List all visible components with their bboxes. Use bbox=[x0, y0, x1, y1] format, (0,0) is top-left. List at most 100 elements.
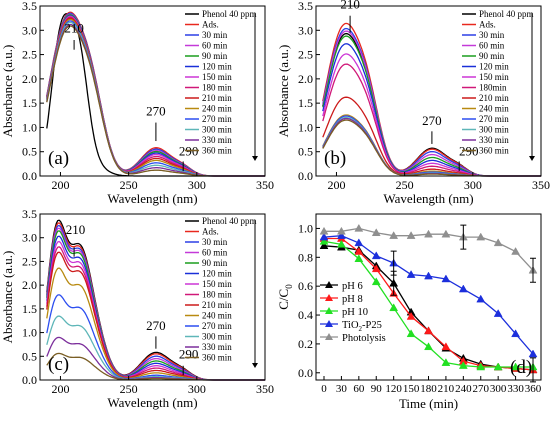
y-tick-label: 0.5 bbox=[298, 145, 313, 159]
legend-label: 300 min bbox=[202, 332, 232, 342]
error-bar bbox=[390, 270, 397, 296]
y-tick-label: 2.5 bbox=[22, 48, 37, 62]
legend-label: Photolysis bbox=[342, 333, 386, 344]
panel-b: 200 250 300 350 0.0 0.5 1.0 1.5 2.0 2.5 3.0 3.5 Wave… bbox=[276, 0, 550, 206]
data-point bbox=[458, 284, 468, 293]
x-tick-label: 240 bbox=[455, 383, 472, 395]
x-tick-label: 200 bbox=[51, 382, 69, 396]
data-point bbox=[441, 342, 451, 351]
x-tick-label: 150 bbox=[403, 383, 420, 395]
legend-label: 90 min bbox=[202, 258, 228, 268]
y-tick-label: 1.0 bbox=[22, 326, 37, 340]
legend-marker bbox=[325, 281, 333, 288]
legend-label: 150 min bbox=[479, 72, 509, 82]
y-tick-label: 1.0 bbox=[298, 120, 313, 134]
legend-label: 210 min bbox=[202, 93, 232, 103]
x-axis-label: Wavelength (nm) bbox=[107, 191, 197, 206]
x-tick-label: 0 bbox=[321, 383, 327, 395]
y-tick-label: 1.5 bbox=[298, 96, 313, 110]
legend-marker bbox=[325, 320, 333, 327]
panel-label: (d) bbox=[510, 357, 532, 378]
y-tick-label: 0.0 bbox=[298, 366, 313, 380]
x-tick-label: 90 bbox=[371, 383, 383, 395]
legend-label: 180 min bbox=[202, 290, 232, 300]
legend-label: 60 min bbox=[202, 41, 228, 51]
legend-label: Phenol 40 ppm bbox=[202, 9, 257, 19]
legend-label: 90 min bbox=[479, 51, 505, 61]
legend-marker bbox=[325, 294, 333, 301]
panel-label: (c) bbox=[48, 354, 69, 375]
legend-label: 120 min bbox=[202, 62, 232, 72]
legend-label-sub: 2 bbox=[359, 325, 363, 333]
legend-label: 30 min bbox=[202, 30, 228, 40]
data-point bbox=[511, 329, 521, 338]
y-tick-label: 3.0 bbox=[298, 23, 313, 37]
x-axis-label: Wavelength (nm) bbox=[107, 395, 197, 410]
legend-label: 330 min bbox=[202, 135, 232, 145]
legend-label: 210 min bbox=[202, 300, 232, 310]
y-tick-label: 3.0 bbox=[22, 23, 37, 37]
plot-frame bbox=[39, 213, 266, 381]
legend-label: 60 min bbox=[202, 248, 228, 258]
data-point bbox=[476, 232, 486, 241]
x-tick-label: 350 bbox=[256, 178, 274, 192]
x-tick-label: 300 bbox=[464, 178, 482, 192]
data-point bbox=[406, 329, 416, 338]
x-tick-label: 250 bbox=[120, 382, 138, 396]
plot-frame bbox=[315, 5, 542, 177]
annotation-label: 290 bbox=[179, 347, 199, 362]
legend-label: 360 min bbox=[202, 146, 232, 156]
legend-label: 150 min bbox=[202, 279, 232, 289]
x-tick-label: 330 bbox=[507, 383, 524, 395]
data-point bbox=[424, 326, 433, 335]
y-tick-label: 0.5 bbox=[22, 145, 37, 159]
legend-label: 240 min bbox=[202, 104, 232, 114]
legend-label: 30 min bbox=[202, 237, 228, 247]
data-point bbox=[336, 239, 346, 248]
y-tick-label: 0.0 bbox=[298, 169, 313, 183]
error-bar bbox=[460, 224, 467, 250]
series-line-7 bbox=[46, 246, 265, 381]
legend-label-tail: -P25 bbox=[362, 320, 382, 331]
legend-label: 30 min bbox=[479, 30, 505, 40]
x-tick-label: 360 bbox=[525, 383, 542, 395]
legend-label: 270 min bbox=[479, 114, 509, 124]
y-tick-label: 0.5 bbox=[22, 349, 37, 363]
data-point bbox=[371, 277, 381, 286]
annotation-label: 210 bbox=[340, 0, 360, 11]
data-point bbox=[354, 238, 364, 247]
legend-label: 300 min bbox=[479, 125, 509, 135]
data-point bbox=[476, 362, 486, 371]
panel-a: 200 250 300 350 0.0 0.5 1.0 1.5 2.0 2.5 3.0 3.5 Wave… bbox=[0, 0, 274, 206]
legend-label: 240 min bbox=[202, 311, 232, 321]
legend-label: 240 min bbox=[479, 104, 509, 114]
legend-label: 180 min bbox=[202, 83, 232, 93]
data-point bbox=[319, 232, 329, 241]
legend-label: 300 min bbox=[202, 125, 232, 135]
panel-label: (a) bbox=[48, 148, 69, 169]
legend-label: 360 min bbox=[202, 353, 232, 363]
panel-label: (b) bbox=[324, 148, 346, 169]
y-tick-label: 1.5 bbox=[22, 96, 37, 110]
panel-c: 200 250 300 350 0.0 0.5 1.0 1.5 2.0 2.5 3.0 3.5 Wave… bbox=[0, 207, 274, 410]
panel-d: 0 30 60 90 120 150 180 210 240 270 300 330 360 0.0 0.2… bbox=[276, 213, 542, 411]
data-point bbox=[511, 362, 521, 371]
x-tick-label: 210 bbox=[438, 383, 455, 395]
annotation-label: 270 bbox=[146, 318, 166, 333]
legend-label: 330 min bbox=[479, 135, 509, 145]
x-tick-label: 60 bbox=[353, 383, 365, 395]
y-tick-label: 1.0 bbox=[298, 221, 313, 235]
data-point bbox=[319, 241, 329, 250]
y-tick-label: 2.0 bbox=[22, 72, 37, 86]
data-point bbox=[406, 270, 416, 278]
legend-label: Phenol 40 ppm bbox=[479, 9, 534, 19]
x-tick-label: 300 bbox=[188, 382, 206, 396]
y-tick-label: 2.5 bbox=[298, 48, 313, 62]
legend-label: 150 min bbox=[202, 72, 232, 82]
data-point bbox=[354, 223, 364, 232]
data-point bbox=[389, 303, 399, 312]
data-point bbox=[441, 358, 451, 366]
legend-label: pH 10 bbox=[342, 307, 368, 318]
legend-label: 120 min bbox=[202, 269, 232, 279]
data-point bbox=[406, 231, 416, 239]
